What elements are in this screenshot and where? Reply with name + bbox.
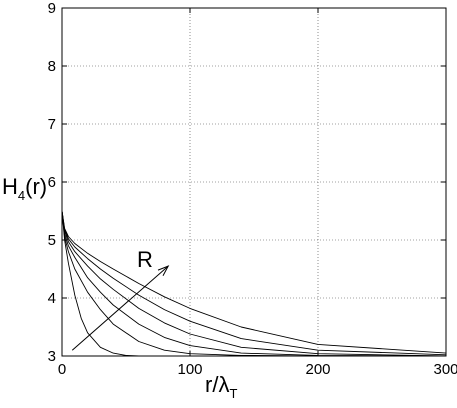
- y-tick-label-6: 9: [48, 0, 56, 17]
- tick-labels: 0 100 200 300 3 4 5 6 7 8 9: [48, 0, 457, 378]
- y-tick-label-4: 7: [48, 116, 56, 133]
- annotation-label: R: [137, 247, 153, 272]
- x-axis-label: r/λT: [205, 372, 237, 401]
- annotation-arrowhead: [157, 265, 170, 276]
- grid: [62, 8, 446, 356]
- x-tick-label-0: 0: [58, 361, 66, 378]
- ticks: [61, 7, 447, 357]
- x-tick-label-1: 100: [177, 361, 202, 378]
- series-line-5: [61, 210, 447, 356]
- x-tick-label-2: 200: [305, 361, 330, 378]
- y-tick-label-5: 8: [48, 58, 56, 75]
- x-tick-label-3: 300: [433, 361, 457, 378]
- y-tick-label-3: 6: [48, 174, 56, 191]
- series-line-2: [61, 210, 446, 357]
- series-line-6: [61, 210, 447, 354]
- series-line-1: [61, 210, 446, 357]
- y-tick-label-2: 5: [48, 232, 56, 249]
- series-group: [61, 210, 447, 357]
- y-tick-label-1: 4: [48, 290, 56, 307]
- y-axis-label: H4(r): [2, 174, 47, 203]
- series-line-4: [61, 210, 447, 357]
- y-tick-label-0: 3: [48, 348, 56, 365]
- series-line-3: [61, 210, 447, 357]
- annotation: R: [71, 247, 170, 351]
- annotation-arrow: [71, 265, 169, 351]
